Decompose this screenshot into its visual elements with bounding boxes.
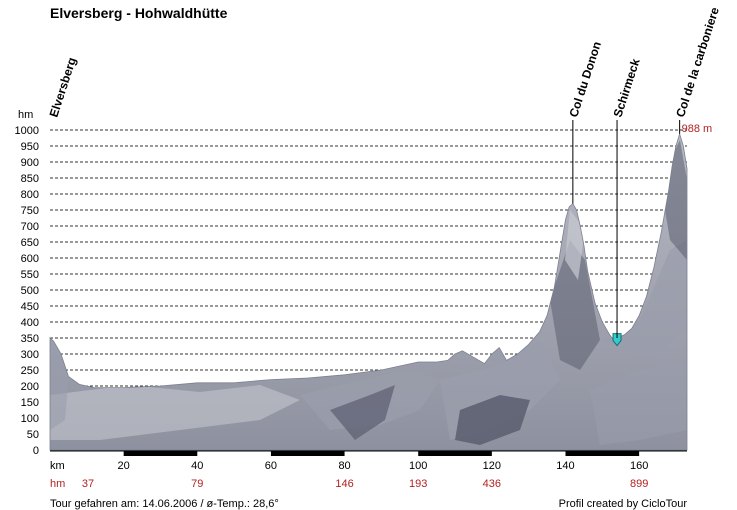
km-bands: [50, 450, 687, 456]
y-tick-950: 950: [21, 141, 39, 153]
hm-value-1: 79: [191, 478, 203, 490]
y-unit-label: hm: [18, 109, 33, 121]
x-tick-20: 20: [118, 460, 130, 472]
hm-row-label: hm: [50, 478, 65, 490]
place-label-0: Elversberg: [47, 56, 79, 119]
place-2: Schirmeck: [611, 57, 643, 338]
y-tick-50: 50: [27, 429, 39, 441]
profile-area: [49, 132, 688, 451]
hm-value-4: 436: [483, 478, 501, 490]
y-tick-600: 600: [21, 253, 39, 265]
km-band-3: [565, 451, 640, 456]
x-tick-120: 120: [483, 460, 501, 472]
y-tick-1000: 1000: [15, 125, 39, 137]
place-3: Col de la carboniere: [673, 5, 722, 134]
hm-value-3: 193: [409, 478, 427, 490]
place-label-2: Schirmeck: [611, 57, 643, 119]
km-band-1: [270, 451, 345, 456]
profile-texture-6: [565, 210, 585, 280]
y-tick-750: 750: [21, 205, 39, 217]
profile-texture-9: [590, 360, 687, 445]
y-tick-labels: 0 50 100 150 200 250 300 350 400 450 500 550 600 650 7…: [15, 125, 39, 457]
footer-credit: Profil created by CicloTour: [559, 498, 688, 510]
hm-values: 37 79 146 193 436 899: [82, 478, 648, 490]
x-tick-140: 140: [556, 460, 574, 472]
profile-outline: [49, 132, 688, 451]
footer-tour-info: Tour gefahren am: 14.06.2006 / ø-Temp.: …: [50, 498, 279, 510]
hm-value-5: 899: [630, 478, 648, 490]
place-label-3: Col de la carboniere: [673, 5, 722, 119]
y-tick-0: 0: [33, 445, 39, 457]
profile-texture-4: [455, 395, 530, 445]
profile-texture-0: [50, 385, 300, 440]
km-band-2: [418, 451, 492, 456]
y-tick-100: 100: [21, 413, 39, 425]
x-tick-80: 80: [338, 460, 350, 472]
place-labels: Elversberg Col du Donon Schirmeck Col de la…: [47, 5, 722, 338]
place-0: Elversberg: [47, 56, 79, 119]
y-tick-150: 150: [21, 397, 39, 409]
x-unit-label: km: [50, 460, 65, 472]
y-tick-550: 550: [21, 269, 39, 281]
x-tick-labels: 20 40 60 80 100 120 140 160: [118, 460, 649, 472]
y-tick-250: 250: [21, 365, 39, 377]
y-tick-450: 450: [21, 301, 39, 313]
y-tick-500: 500: [21, 285, 39, 297]
y-tick-650: 650: [21, 237, 39, 249]
x-tick-100: 100: [409, 460, 427, 472]
chart-title: Elversberg - Hohwaldhütte: [50, 5, 228, 21]
y-tick-800: 800: [21, 189, 39, 201]
profile-texture-2: [330, 385, 395, 440]
hm-value-2: 146: [335, 478, 353, 490]
x-tick-60: 60: [265, 460, 277, 472]
y-tick-300: 300: [21, 349, 39, 361]
y-tick-850: 850: [21, 173, 39, 185]
x-tick-40: 40: [191, 460, 203, 472]
hm-value-0: 37: [82, 478, 94, 490]
y-tick-200: 200: [21, 381, 39, 393]
max-elevation-label: 988 m: [682, 123, 713, 135]
position-marker-icon: [612, 333, 622, 347]
y-tick-900: 900: [21, 157, 39, 169]
place-1: Col du Donon: [566, 40, 604, 204]
y-tick-700: 700: [21, 221, 39, 233]
y-tick-350: 350: [21, 333, 39, 345]
profile-texture-5: [550, 240, 600, 370]
place-label-1: Col du Donon: [566, 40, 604, 119]
y-tick-400: 400: [21, 317, 39, 329]
km-band-0: [123, 451, 198, 456]
x-tick-160: 160: [630, 460, 648, 472]
